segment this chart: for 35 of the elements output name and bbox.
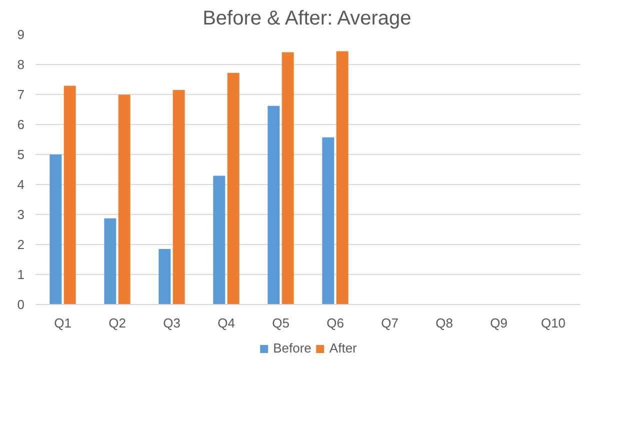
x-tick-label: Q2 (108, 316, 126, 330)
legend-label: After (329, 340, 357, 356)
x-tick-label: Q6 (326, 316, 344, 330)
y-tick-label: 1 (17, 267, 25, 282)
x-tick-label: Q5 (272, 316, 290, 330)
bar (50, 154, 62, 304)
y-tick-label: 5 (17, 147, 25, 162)
bar (64, 86, 76, 304)
x-tick-label: Q10 (540, 316, 566, 330)
y-tick-label: 7 (17, 87, 25, 102)
y-tick-label: 3 (17, 207, 25, 222)
bar (227, 72, 240, 304)
x-tick-label: Q7 (381, 316, 398, 330)
x-tick-label: Q8 (436, 316, 453, 330)
x-tick-label: Q9 (490, 316, 508, 330)
x-tick-label: Q3 (163, 316, 180, 330)
x-tick-label: Q1 (54, 316, 72, 330)
bar (158, 249, 171, 304)
bar (336, 51, 348, 304)
y-tick-label: 2 (17, 237, 25, 252)
y-tick-label: 9 (17, 27, 25, 42)
bar (213, 176, 226, 304)
y-tick-label: 4 (17, 177, 25, 192)
bar (118, 94, 130, 304)
chart-title: Before & After: Average (202, 8, 412, 30)
x-tick-label: Q4 (218, 316, 235, 330)
y-tick-label: 8 (17, 57, 25, 72)
bar (282, 52, 294, 304)
bar (172, 90, 185, 304)
legend-label: Before (273, 340, 312, 356)
bar (322, 137, 334, 304)
y-tick-label: 0 (17, 297, 25, 312)
bar (104, 218, 116, 304)
bar (268, 106, 280, 304)
y-tick-label: 6 (17, 117, 25, 132)
